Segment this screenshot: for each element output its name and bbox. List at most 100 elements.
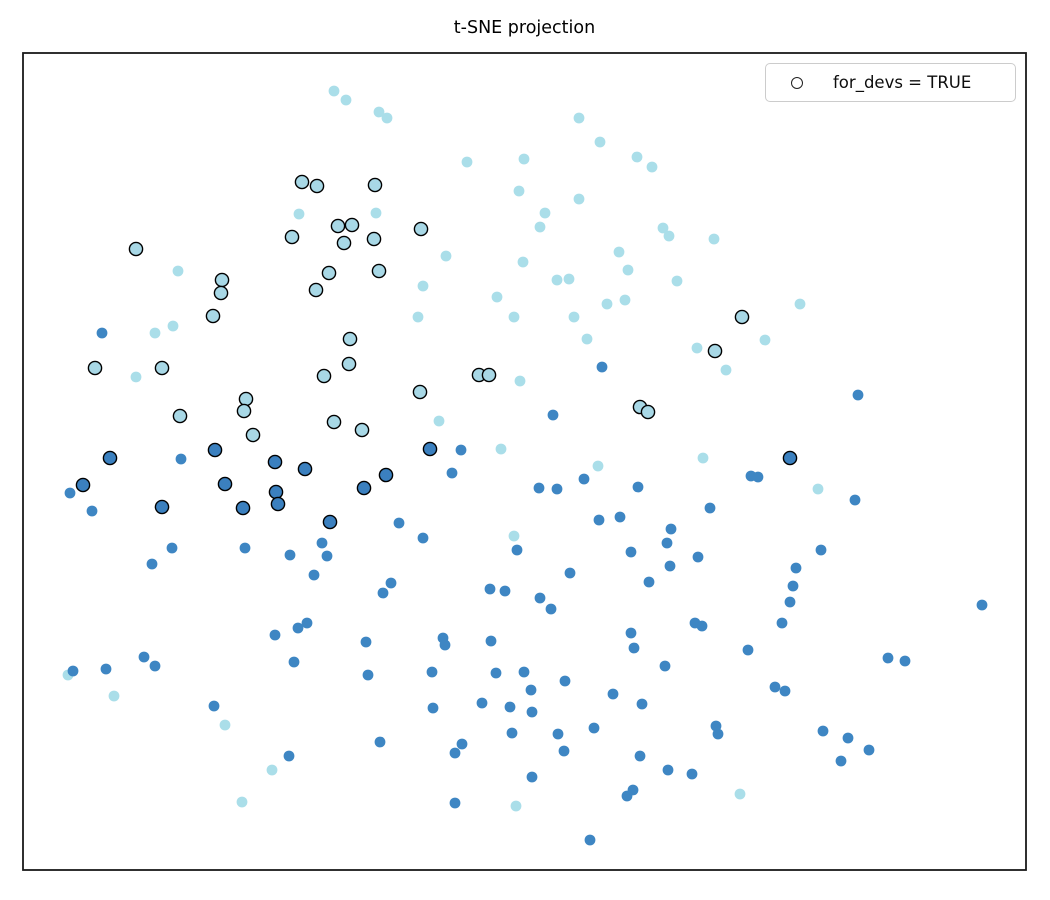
scatter-point [341,356,357,372]
scatter-point [636,698,648,710]
scatter-point [96,327,108,339]
scatter-point [67,665,79,677]
scatter-point [976,599,988,611]
scatter-point [292,622,304,634]
scatter-point [581,333,593,345]
scatter-point [356,480,372,496]
scatter-point [484,583,496,595]
series-dark-edged [75,441,798,530]
scatter-point [568,311,580,323]
scatter-point [508,530,520,542]
scatter-point [455,444,467,456]
scatter-point [316,537,328,549]
scatter-point [504,701,516,713]
scatter-point [367,177,383,193]
scatter-point [381,112,393,124]
scatter-point [697,452,709,464]
scatter-point [628,642,640,654]
scatter-point [362,669,374,681]
scatter-point [640,404,656,420]
scatter-point [385,577,397,589]
scatter-point [378,467,394,483]
scatter-point [439,639,451,651]
scatter-point [518,666,530,678]
scatter-point [266,764,278,776]
scatter-point [662,764,674,776]
scatter-point [245,427,261,443]
scatter-point [146,558,158,570]
scatter-point [149,327,161,339]
scatter-point [619,294,631,306]
scatter-point [815,544,827,556]
scatter-point [326,414,342,430]
scatter-point [613,246,625,258]
scatter-point [776,617,788,629]
scatter-point [293,208,305,220]
open-circle-marker-icon [791,76,803,89]
scatter-point [366,231,382,247]
scatter-point [659,660,671,672]
scatter-point [166,542,178,554]
scatter-point [784,596,796,608]
scatter-point [614,511,626,523]
scatter-point [330,218,346,234]
scatter-point [446,467,458,479]
scatter-point [422,441,438,457]
scatter-point [525,684,537,696]
scatter-point [495,443,507,455]
scatter-point [236,796,248,808]
scatter-point [759,334,771,346]
scatter-point [208,700,220,712]
scatter-point [238,391,254,407]
scatter-point [461,156,473,168]
scatter-point [539,207,551,219]
scatter-point [167,320,179,332]
scatter-point [849,494,861,506]
plot-frame [22,52,1027,871]
scatter-point [309,178,325,194]
scatter-point [506,727,518,739]
scatter-point [779,685,791,697]
scatter-point [377,587,389,599]
scatter-point [526,771,538,783]
scatter-point [734,309,750,325]
scatter-point [172,408,188,424]
scatter-point [588,722,600,734]
scatter-point [433,415,445,427]
scatter-point [321,265,337,281]
scatter-point [205,308,221,324]
scatter-point [593,514,605,526]
scatter-point [563,273,575,285]
scatter-point [734,788,746,800]
scatter-point [284,229,300,245]
scatter-point [634,750,646,762]
scatter-point [547,409,559,421]
scatter-point [154,499,170,515]
scatter-point [782,450,798,466]
scatter-point [627,784,639,796]
scatter-point [790,562,802,574]
scatter-point [584,834,596,846]
scatter-point [342,331,358,347]
scatter-point [75,477,91,493]
scatter-point [154,360,170,376]
scatter-point [64,487,76,499]
scatter-point [551,274,563,286]
scatter-point [578,473,590,485]
points-layer [62,85,988,846]
scatter-point [476,697,488,709]
scatter-point [704,502,716,514]
scatter-point [534,592,546,604]
scatter-point [558,745,570,757]
scatter-point [301,617,313,629]
scatter-point [308,569,320,581]
scatter-point [283,750,295,762]
scatter-point [491,291,503,303]
scatter-point [899,655,911,667]
scatter-point [513,185,525,197]
scatter-point [514,375,526,387]
scatter-point [354,422,370,438]
scatter-point [322,514,338,530]
scatter-point [657,222,669,234]
